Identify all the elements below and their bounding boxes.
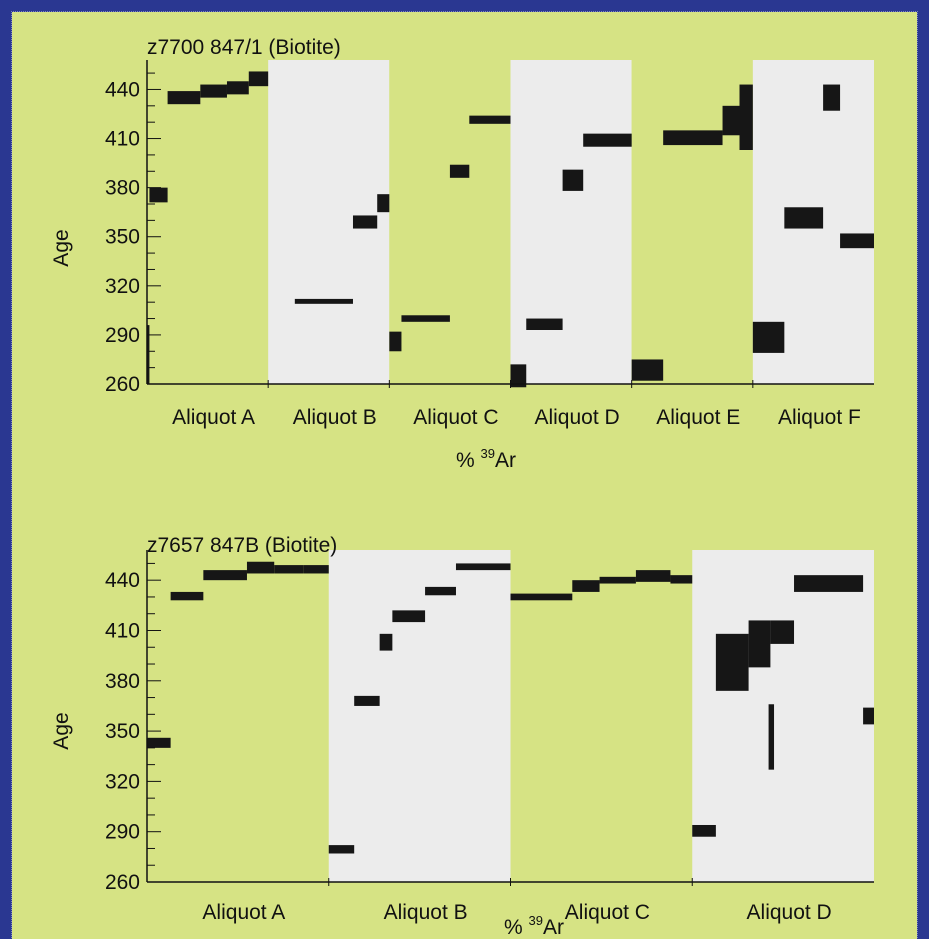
y-tick-label: 260 bbox=[105, 871, 140, 894]
age-step-bar bbox=[455, 563, 511, 571]
aliquot-band bbox=[692, 550, 874, 882]
y-axis-title: Age bbox=[50, 712, 73, 749]
age-step-bar bbox=[401, 315, 450, 322]
age-step-bar bbox=[631, 359, 664, 381]
age-step-bar bbox=[379, 633, 393, 651]
age-step-bar bbox=[149, 187, 168, 203]
age-step-bar bbox=[226, 81, 249, 95]
age-step-bar bbox=[752, 321, 785, 353]
age-step-bar bbox=[248, 71, 269, 87]
aliquot-band bbox=[389, 60, 511, 384]
age-step-bar bbox=[663, 130, 723, 146]
age-step-bar bbox=[823, 84, 841, 111]
age-step-bar bbox=[863, 707, 874, 725]
y-tick-label: 290 bbox=[105, 821, 140, 844]
age-step-bar bbox=[670, 575, 693, 584]
x-category-label: Aliquot A bbox=[202, 901, 285, 924]
age-step-bar bbox=[352, 215, 378, 229]
y-axis-title: Age bbox=[50, 229, 73, 266]
age-step-bar bbox=[389, 331, 402, 352]
age-step-bar bbox=[392, 610, 426, 623]
age-step-bar bbox=[167, 91, 201, 105]
age-step-bar bbox=[768, 704, 775, 770]
age-step-bar bbox=[562, 169, 584, 191]
y-tick-label: 350 bbox=[105, 226, 140, 249]
age-spectrum-chart-top: 260 290 320 350 380 410 440 Aliquot A Aliquot B A… bbox=[50, 36, 874, 472]
age-step-bar bbox=[328, 845, 355, 854]
y-tick-label: 320 bbox=[105, 275, 140, 298]
y-tick-label: 350 bbox=[105, 720, 140, 743]
age-step-bar bbox=[377, 194, 390, 213]
x-category-label: Aliquot F bbox=[778, 406, 861, 429]
age-step-bar bbox=[510, 364, 527, 388]
y-tick-label: 380 bbox=[105, 670, 140, 693]
age-step-bar bbox=[599, 576, 636, 584]
age-step-bar bbox=[739, 84, 753, 150]
age-step-bar bbox=[635, 570, 671, 582]
age-step-bar bbox=[770, 620, 795, 644]
chart-title: z7657 847B (Biotite) bbox=[147, 534, 337, 557]
age-step-bar bbox=[722, 105, 740, 136]
age-step-bar bbox=[246, 561, 275, 574]
x-category-label: Aliquot C bbox=[565, 901, 650, 924]
aliquot-band bbox=[328, 550, 511, 882]
age-step-bar bbox=[449, 164, 470, 178]
aliquot-band bbox=[510, 550, 693, 882]
y-tick-label: 290 bbox=[105, 324, 140, 347]
age-step-bar bbox=[748, 620, 771, 668]
y-tick-label: 440 bbox=[105, 78, 140, 101]
x-category-label: Aliquot B bbox=[293, 406, 377, 429]
age-step-bar bbox=[203, 570, 247, 581]
y-tick-label: 440 bbox=[105, 569, 140, 592]
x-category-label: Aliquot A bbox=[172, 406, 255, 429]
age-step-bar bbox=[170, 591, 204, 601]
age-step-bar bbox=[354, 695, 380, 706]
aliquot-band bbox=[147, 60, 269, 384]
x-category-label: Aliquot C bbox=[413, 406, 498, 429]
age-step-bar bbox=[840, 233, 874, 249]
age-spectrum-chart-bottom: 260 290 320 350 380 410 440 Aliquot A Aliquot B A… bbox=[50, 534, 874, 939]
age-step-bar bbox=[526, 318, 563, 330]
x-category-label: Aliquot B bbox=[384, 901, 468, 924]
age-step-bar bbox=[303, 565, 329, 574]
age-step-bar bbox=[200, 84, 227, 98]
x-category-label: Aliquot D bbox=[747, 901, 832, 924]
age-step-bar bbox=[794, 575, 864, 592]
chart-title: z7700 847/1 (Biotite) bbox=[147, 36, 341, 59]
y-tick-label: 380 bbox=[105, 177, 140, 200]
x-category-label: Aliquot D bbox=[534, 406, 619, 429]
age-step-bar bbox=[469, 115, 511, 124]
figure-background: 260 290 320 350 380 410 440 Aliquot A Aliquot B A… bbox=[11, 11, 918, 939]
age-step-bar bbox=[583, 133, 632, 147]
age-step-bar bbox=[510, 593, 573, 601]
age-step-bar bbox=[572, 580, 600, 592]
x-category-label: Aliquot E bbox=[656, 406, 740, 429]
age-step-bar bbox=[692, 824, 716, 837]
age-step-bar bbox=[294, 298, 353, 304]
x-axis-title: % 39Ar bbox=[456, 446, 516, 472]
y-tick-label: 410 bbox=[105, 128, 140, 151]
x-axis-title: % 39Ar bbox=[504, 913, 564, 939]
age-step-bar bbox=[274, 565, 304, 574]
y-tick-label: 410 bbox=[105, 619, 140, 642]
age-step-bar bbox=[425, 586, 456, 596]
age-step-bar bbox=[715, 633, 749, 691]
age-step-bar bbox=[147, 737, 171, 748]
y-tick-label: 260 bbox=[105, 373, 140, 396]
y-tick-label: 320 bbox=[105, 770, 140, 793]
age-step-bar bbox=[784, 207, 824, 229]
age-step-bar bbox=[147, 325, 150, 384]
aliquot-band bbox=[147, 550, 329, 882]
